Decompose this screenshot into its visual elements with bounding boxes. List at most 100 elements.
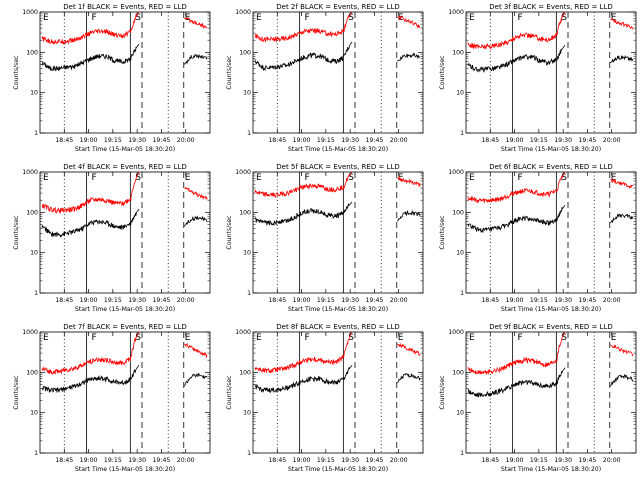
x-tick-label: 20:00 xyxy=(603,137,621,144)
y-tick-label: 10 xyxy=(243,250,251,257)
y-tick-label: 1000 xyxy=(448,169,464,176)
events-series-line xyxy=(467,204,566,233)
events-series-line xyxy=(41,43,140,72)
x-tick-label: 19:15 xyxy=(317,297,335,304)
chart-svg: Det 7f BLACK = Events, RED = LLD 1 10 100 10… xyxy=(13,323,211,473)
x-tick-label: 19:30 xyxy=(128,297,146,304)
detector-panel: Det 7f BLACK = Events, RED = LLD 1 10 100 10… xyxy=(0,320,213,480)
x-tick-label: 19:15 xyxy=(530,457,548,464)
plot-frame xyxy=(39,331,211,454)
event-marker-label: E xyxy=(43,13,49,23)
plot-frame xyxy=(39,11,211,134)
lld-series-line-late xyxy=(397,15,421,29)
y-tick-label: 100 xyxy=(26,49,38,56)
x-tick-label: 19:15 xyxy=(104,137,122,144)
chart-title: Det 1f BLACK = Events, RED = LLD xyxy=(63,3,186,11)
x-tick-label: 19:15 xyxy=(104,297,122,304)
x-axis-label: Start Time (15-Mar-05 18:30:20) xyxy=(501,306,601,313)
plot-frame xyxy=(465,331,637,454)
x-tick-label: 19:00 xyxy=(80,297,98,304)
event-marker-label: E xyxy=(611,13,617,23)
chart-svg: Det 9f BLACK = Events, RED = LLD 1 10 100 10… xyxy=(439,323,637,473)
events-series-line xyxy=(254,41,353,72)
lld-series-line xyxy=(254,11,353,43)
y-tick-label: 10 xyxy=(30,250,38,257)
x-tick-label: 19:45 xyxy=(153,297,171,304)
events-series-line xyxy=(254,201,353,227)
chart-title: Det 7f BLACK = Events, RED = LLD xyxy=(63,323,186,331)
event-marker-label: S xyxy=(348,333,354,343)
lld-series-line-late xyxy=(184,16,208,29)
y-tick-label: 100 xyxy=(452,209,464,216)
event-marker-label: E xyxy=(469,13,475,23)
y-axis-label: Counts/sec xyxy=(226,215,233,250)
x-tick-label: 19:00 xyxy=(293,457,311,464)
detector-panel: Det 8f BLACK = Events, RED = LLD 1 10 100 10… xyxy=(213,320,426,480)
event-marker-label: S xyxy=(135,13,141,23)
y-tick-label: 100 xyxy=(239,49,251,56)
events-series-line-late xyxy=(610,54,634,64)
y-tick-label: 1 xyxy=(247,130,251,137)
x-tick-label: 19:30 xyxy=(554,137,572,144)
detector-panel: Det 9f BLACK = Events, RED = LLD 1 10 100 10… xyxy=(426,320,639,480)
event-marker-label: E xyxy=(185,333,191,343)
x-tick-label: 19:15 xyxy=(104,457,122,464)
x-tick-label: 19:45 xyxy=(153,137,171,144)
y-tick-label: 1 xyxy=(34,450,38,457)
event-marker-label: S xyxy=(348,13,354,23)
y-axis-label: Counts/sec xyxy=(439,215,446,250)
detector-panel: Det 1f BLACK = Events, RED = LLD 1 10 100 10… xyxy=(0,0,213,160)
chart-title: Det 9f BLACK = Events, RED = LLD xyxy=(489,323,612,331)
chart-svg: Det 1f BLACK = Events, RED = LLD 1 10 100 10… xyxy=(13,3,211,153)
events-series-line-late xyxy=(183,53,208,65)
y-tick-label: 100 xyxy=(452,369,464,376)
x-tick-label: 18:45 xyxy=(481,457,499,464)
x-axis-label: Start Time (15-Mar-05 18:30:20) xyxy=(288,306,388,313)
y-tick-label: 1 xyxy=(460,130,464,137)
y-tick-label: 100 xyxy=(26,369,38,376)
y-axis-label: Counts/sec xyxy=(226,55,233,90)
lld-series-line-late xyxy=(610,18,634,30)
event-marker-label: E xyxy=(611,333,617,343)
x-tick-label: 18:45 xyxy=(481,137,499,144)
x-tick-label: 19:45 xyxy=(366,457,384,464)
y-tick-label: 1000 xyxy=(235,329,251,336)
event-marker-label: F xyxy=(92,333,97,343)
chart-svg: Det 5f BLACK = Events, RED = LLD 1 10 100 10… xyxy=(226,163,424,313)
events-series-line xyxy=(467,367,566,398)
x-tick-label: 18:45 xyxy=(55,457,73,464)
x-tick-label: 19:30 xyxy=(554,457,572,464)
detector-panel: Det 2f BLACK = Events, RED = LLD 1 10 100 10… xyxy=(213,0,426,160)
y-axis-label: Counts/sec xyxy=(226,375,233,410)
y-tick-label: 10 xyxy=(456,90,464,97)
lld-series-line xyxy=(254,331,353,374)
event-marker-label: E xyxy=(185,173,191,183)
x-tick-label: 18:45 xyxy=(55,297,73,304)
events-series-line xyxy=(254,364,353,394)
y-tick-label: 100 xyxy=(239,209,251,216)
event-marker-label: F xyxy=(518,173,523,183)
y-tick-label: 1 xyxy=(460,290,464,297)
x-tick-label: 19:00 xyxy=(506,137,524,144)
events-series-line xyxy=(41,364,140,394)
x-tick-label: 19:30 xyxy=(341,137,359,144)
events-series-line-late xyxy=(396,209,421,222)
x-tick-label: 19:45 xyxy=(366,137,384,144)
y-tick-label: 1 xyxy=(247,450,251,457)
plot-frame xyxy=(465,171,637,294)
x-tick-label: 19:30 xyxy=(128,457,146,464)
lld-series-line xyxy=(41,171,140,215)
x-tick-label: 19:15 xyxy=(317,457,335,464)
x-tick-label: 18:45 xyxy=(481,297,499,304)
y-tick-label: 10 xyxy=(30,90,38,97)
x-tick-label: 19:30 xyxy=(128,137,146,144)
y-tick-label: 10 xyxy=(456,250,464,257)
events-series-line xyxy=(41,208,140,238)
x-axis-label: Start Time (15-Mar-05 18:30:20) xyxy=(501,146,601,153)
x-tick-label: 19:00 xyxy=(506,297,524,304)
x-axis-label: Start Time (15-Mar-05 18:30:20) xyxy=(75,466,175,473)
x-tick-label: 19:00 xyxy=(80,457,98,464)
chart-title: Det 3f BLACK = Events, RED = LLD xyxy=(489,3,612,11)
x-tick-label: 19:30 xyxy=(341,457,359,464)
chart-title: Det 2f BLACK = Events, RED = LLD xyxy=(276,3,399,11)
